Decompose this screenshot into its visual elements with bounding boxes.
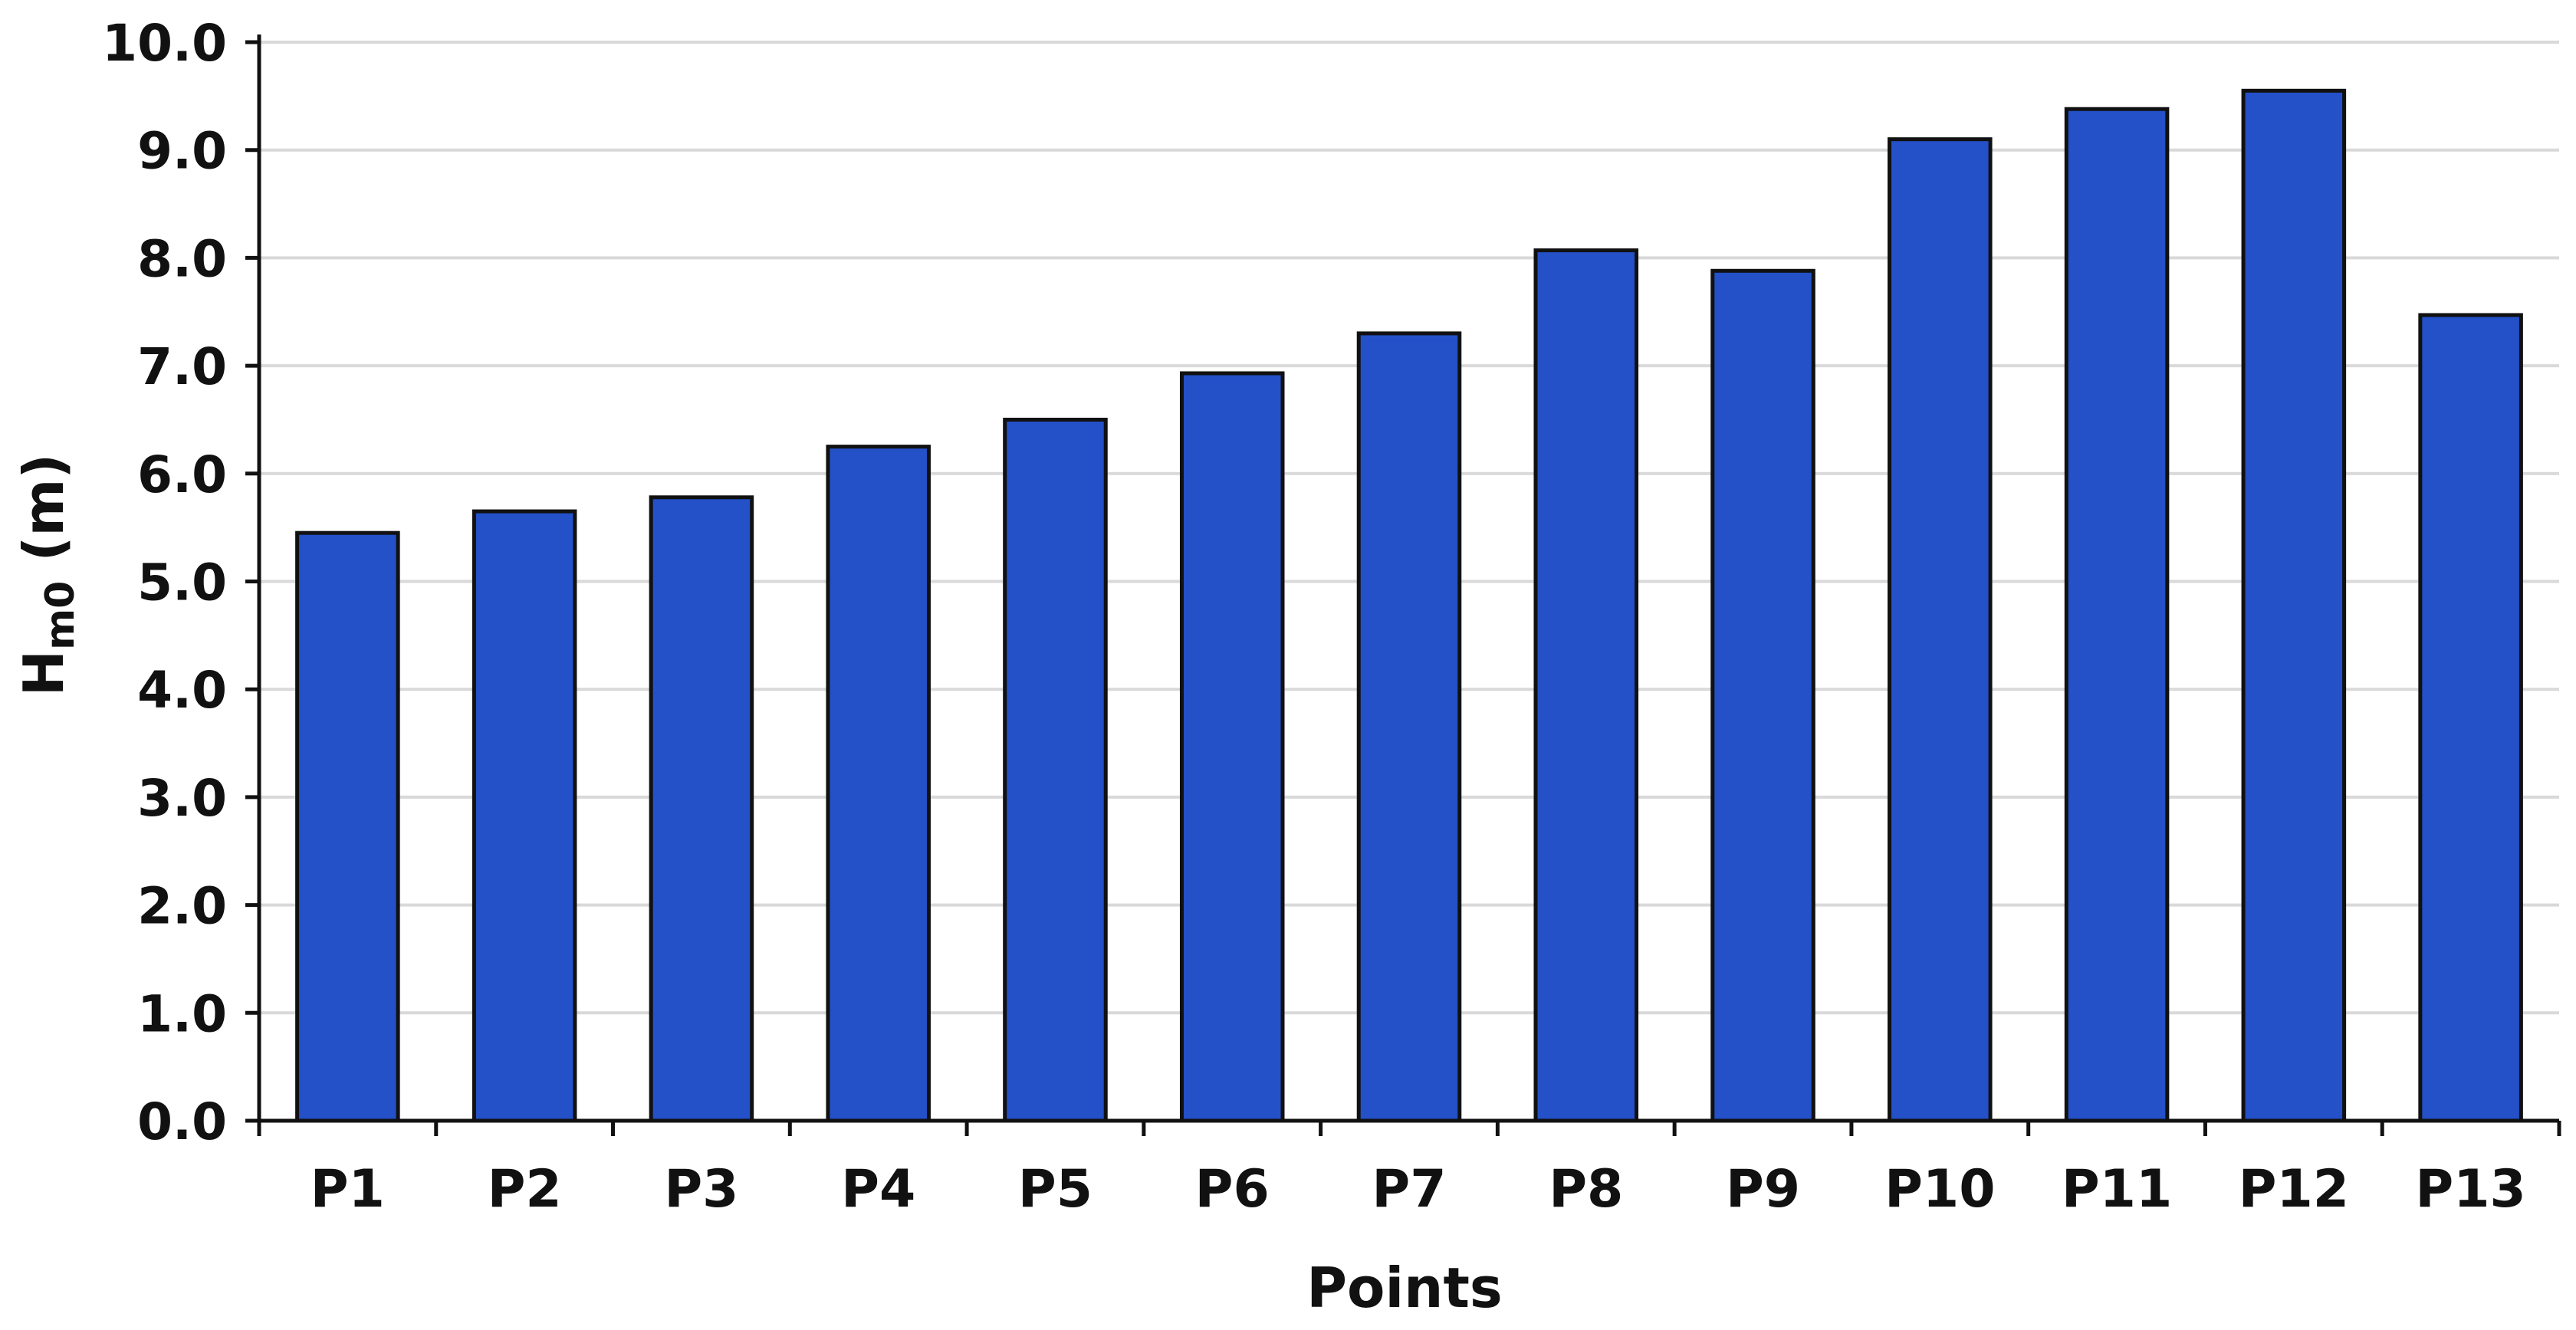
x-tick-label: P6 <box>1195 1159 1270 1220</box>
y-tick-label: 6.0 <box>137 445 227 504</box>
bar-p7 <box>1356 331 1462 1123</box>
x-tick-label: P9 <box>1726 1159 1800 1220</box>
y-axis-title-main: H <box>12 650 76 696</box>
bar-p10 <box>1888 137 1993 1123</box>
x-tick-label: P1 <box>310 1159 385 1220</box>
bar-p8 <box>1533 248 1639 1123</box>
bar-p13 <box>2418 313 2523 1123</box>
y-tick-label: 4.0 <box>137 661 227 720</box>
bar-p12 <box>2241 88 2347 1123</box>
y-tick-label: 0.0 <box>137 1092 227 1151</box>
y-tick-label: 10.0 <box>102 14 227 73</box>
bar-p3 <box>649 495 754 1123</box>
y-tick-label: 3.0 <box>137 769 227 828</box>
axes <box>245 34 2561 1136</box>
x-tick-label: P7 <box>1372 1159 1446 1220</box>
y-tick-label: 8.0 <box>137 229 227 288</box>
bar-p5 <box>1003 417 1108 1123</box>
x-tick-label: P13 <box>2415 1159 2525 1220</box>
y-tick-label: 9.0 <box>137 122 227 181</box>
x-tick-label: P12 <box>2239 1159 2349 1220</box>
x-tick-label: P8 <box>1549 1159 1623 1220</box>
x-tick-label: P5 <box>1018 1159 1092 1220</box>
bar-p11 <box>2064 107 2170 1123</box>
bar-p6 <box>1179 371 1285 1123</box>
y-tick-labels: 0.0 1.0 2.0 3.0 4.0 5.0 6.0 7.0 8.0 9.0 10.0 <box>102 14 227 1151</box>
x-tick-label: P2 <box>488 1159 562 1220</box>
y-tick-label: 5.0 <box>137 553 227 612</box>
y-tick-label: 1.0 <box>137 984 227 1043</box>
bar-p9 <box>1710 268 1815 1123</box>
y-axis-title-unit: (m) <box>12 454 76 581</box>
bar-p4 <box>826 445 931 1123</box>
x-axis-title: Points <box>1306 1256 1502 1320</box>
bar-p2 <box>472 509 577 1123</box>
x-tick-label: P10 <box>1884 1159 1995 1220</box>
bar-p1 <box>295 530 400 1123</box>
bars <box>295 88 2523 1123</box>
y-axis-title-subscript: m0 <box>38 581 84 650</box>
x-tick-label: P11 <box>2062 1159 2172 1220</box>
x-tick-label: P3 <box>664 1159 738 1220</box>
y-axis-title: Hm0 (m) <box>12 454 84 697</box>
x-tick-label: P4 <box>841 1159 915 1220</box>
x-tick-labels: P1 P2 P3 P4 P5 P6 P7 P8 P9 P10 P11 P12 P13 <box>310 1159 2526 1220</box>
y-tick-label: 7.0 <box>137 337 227 396</box>
y-tick-label: 2.0 <box>137 877 227 936</box>
